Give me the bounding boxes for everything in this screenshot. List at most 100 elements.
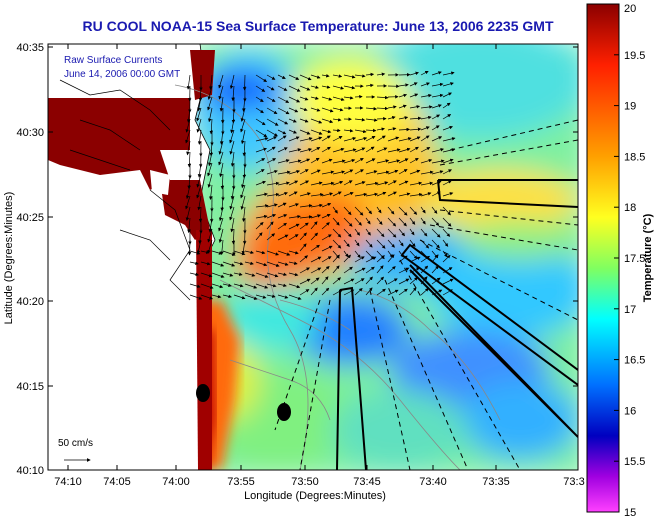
current-vector [442,228,451,237]
current-vector [376,288,386,296]
current-vector [209,184,213,200]
current-vector [255,169,265,175]
current-vector [332,136,343,142]
y-axis: 40:35 40:30 40:25 40:20 40:15 40:10 [16,42,578,477]
current-vector [321,256,332,263]
current-vector [197,96,202,112]
current-vector [409,93,419,98]
current-vector [310,277,320,285]
current-vector [198,206,203,223]
current-vector [266,192,280,197]
current-vector [288,191,298,197]
current-vector [321,245,333,252]
x-tick-label: 73:35 [482,476,510,488]
current-vector [218,85,224,100]
current-vector [431,265,439,274]
current-vector [310,267,322,274]
colorbar-tick-label: 20 [624,3,636,15]
current-vector [420,181,434,186]
current-vector [387,127,397,131]
current-vector [321,234,332,241]
current-vector [197,129,202,145]
current-vector [299,255,309,263]
current-vector [299,243,307,252]
current-vector [266,107,278,115]
current-vector [288,118,297,123]
current-vector [222,272,234,277]
current-vector [218,151,224,166]
current-vector [266,261,280,267]
current-vector [442,267,453,274]
current-vector [321,181,335,186]
current-vector [376,147,388,153]
current-vector [266,85,275,91]
current-vector [288,223,300,230]
current-vector [207,85,213,100]
current-vector [442,169,452,175]
current-vector [365,170,378,175]
current-vector [229,74,235,90]
current-vector [208,107,213,123]
current-vector [420,206,426,214]
current-vector [299,158,311,164]
current-vector [288,170,301,175]
current-vector [398,93,408,98]
current-vector [409,206,418,215]
current-vector [222,261,236,267]
current-vector [310,85,319,89]
current-vector [376,72,386,76]
current-vector [442,192,454,197]
current-vector [332,239,342,249]
current-vector [255,96,264,102]
current-vector [431,82,444,87]
current-vector [332,277,342,285]
current-vector [431,104,442,109]
current-vector [398,288,408,296]
current-vector [321,146,331,153]
current-vector [420,192,432,197]
current-vector [420,115,432,120]
current-vector [240,184,246,199]
current-vector [343,278,355,285]
x-tick-label: 73:55 [227,476,255,488]
current-vector [442,250,448,258]
current-vector [310,244,320,252]
current-vector [387,159,401,164]
current-vector [255,147,267,153]
current-vector [241,129,246,145]
x-tick-label: 74:10 [54,476,82,488]
current-vector [196,118,202,133]
current-vector [233,294,246,300]
current-vector [198,228,202,245]
current-vector [185,195,191,210]
current-vector [299,232,307,241]
current-vector [231,228,236,245]
current-vector [299,96,309,101]
current-vector [332,217,340,226]
colorbar-ticks: 20 19.5 19 18.5 18 17.5 17 16.5 16 15.5 15 [614,3,645,518]
current-vector [219,129,224,145]
current-vector [332,147,345,153]
current-vector [310,74,321,79]
current-vector [354,278,365,285]
current-vector [354,136,368,142]
current-vector [218,228,224,243]
current-vector [277,107,290,115]
current-vector [442,239,449,247]
current-vector [255,261,268,267]
current-vector [387,266,396,274]
radar-beams [336,179,578,470]
current-vector [398,278,410,285]
current-vector [208,217,213,233]
current-vector [398,267,410,274]
current-vector [233,272,243,276]
current-vector [310,203,323,208]
current-vector [255,283,269,289]
current-vector [310,136,323,142]
current-vector [431,136,443,142]
current-vector [343,129,354,133]
current-vector [387,105,397,109]
current-vector [209,118,214,135]
radar-site-marker [196,384,210,402]
